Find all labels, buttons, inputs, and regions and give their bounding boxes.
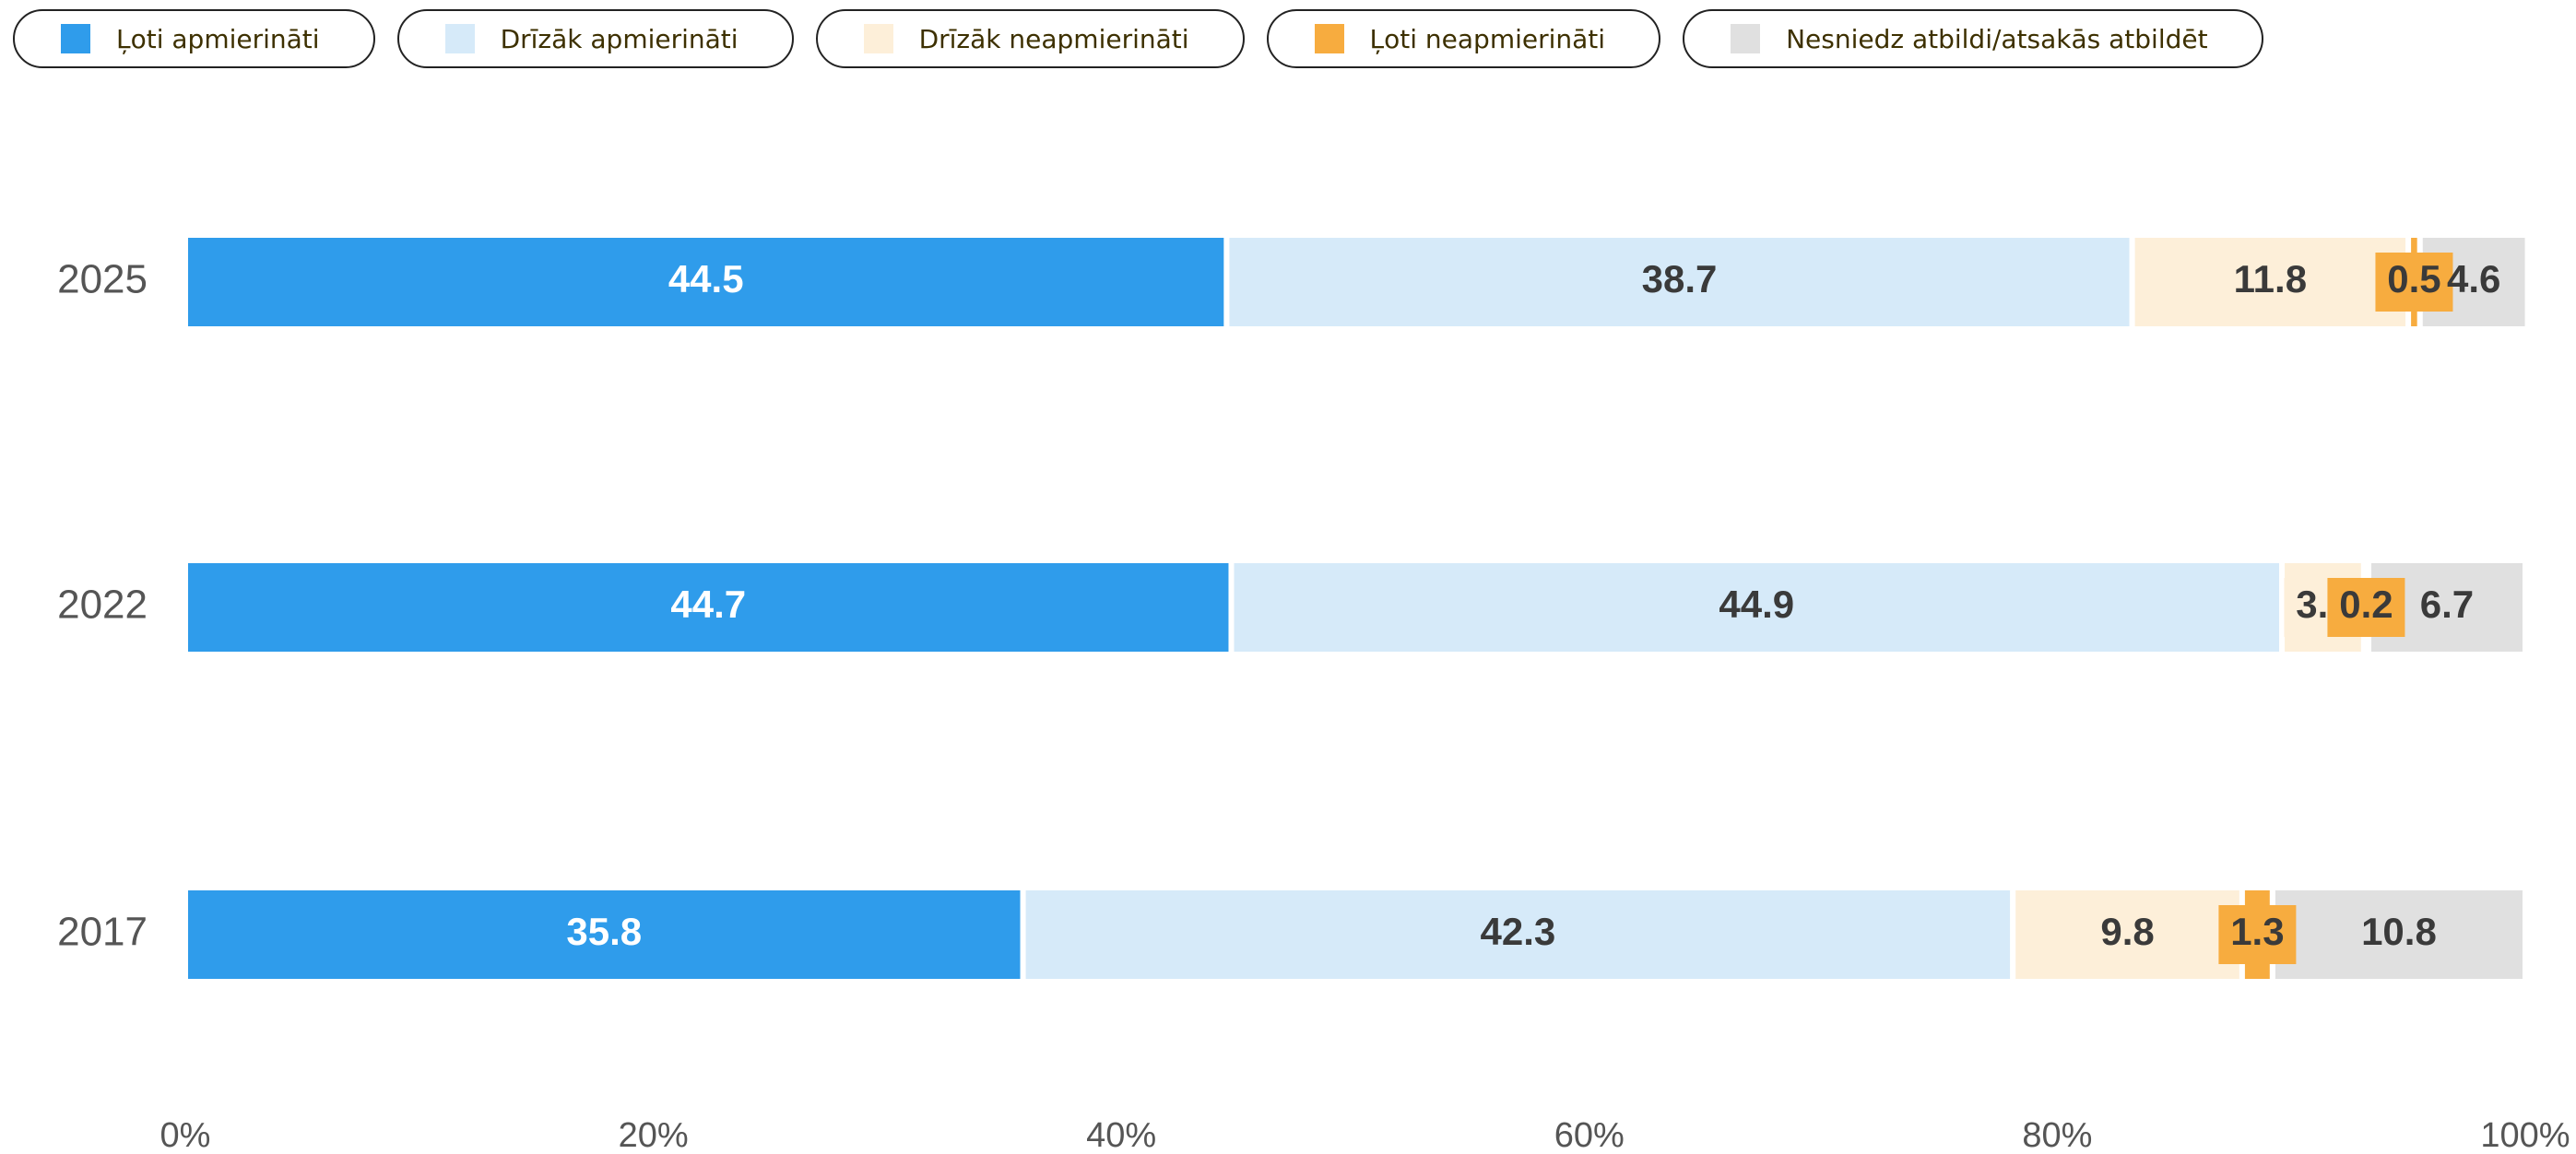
y-tick-label: 2022: [57, 583, 148, 628]
data-label: 44.7: [670, 583, 746, 626]
data-label: 42.3: [1481, 910, 1556, 953]
x-tick-label: 0%: [160, 1116, 211, 1154]
data-label: 44.9: [1719, 583, 1794, 626]
label-background: [2218, 905, 2297, 964]
data-label: 6.7: [2420, 583, 2474, 626]
legend-label: Ļoti apmierināti: [116, 23, 320, 54]
legend-swatch: [863, 24, 893, 53]
legend-item[interactable]: Drīzāk apmierināti: [396, 9, 794, 68]
data-label: 0.2: [2339, 583, 2393, 626]
y-tick-label: 2025: [57, 257, 148, 302]
legend-item[interactable]: Nesniedz atbildi/atsakās atbildēt: [1683, 9, 2263, 68]
legend-swatch: [1314, 24, 1344, 53]
bar-segment: [183, 885, 1026, 984]
y-tick-label: 2017: [57, 910, 148, 955]
x-tick-label: 20%: [619, 1116, 689, 1154]
data-label: 0.5: [2387, 257, 2440, 300]
label-background: [2375, 253, 2453, 312]
x-tick-label: 60%: [1554, 1116, 1625, 1154]
x-tick-label: 80%: [2022, 1116, 2092, 1154]
bar-segment: [2010, 885, 2245, 984]
x-tick-label: 40%: [1086, 1116, 1156, 1154]
data-label: 4.6: [2447, 257, 2500, 300]
label-background: [2327, 578, 2405, 637]
bar-segment: [183, 558, 1235, 657]
bar-segment: [1228, 558, 2286, 657]
legend-label: Ļoti neapmierināti: [1369, 23, 1606, 54]
legend-item[interactable]: Ļoti neapmierināti: [1266, 9, 1661, 68]
legend-label: Drīzāk apmierināti: [500, 23, 739, 54]
data-label: 35.8: [566, 910, 642, 953]
data-label: 10.8: [2361, 910, 2437, 953]
legend-item[interactable]: Ļoti apmierināti: [13, 9, 375, 68]
legend-swatch: [444, 24, 475, 53]
bar-segment: [183, 232, 1230, 332]
x-tick-label: 100%: [2480, 1116, 2570, 1154]
legend-label: Drīzāk neapmierināti: [918, 23, 1189, 54]
legend-swatch: [61, 24, 90, 53]
data-label: 38.7: [1642, 257, 1718, 300]
data-label: 44.5: [668, 257, 744, 300]
legend-label: Nesniedz atbildi/atsakās atbildēt: [1786, 23, 2208, 54]
legend-item[interactable]: Drīzāk neapmierināti: [815, 9, 1245, 68]
bar-segment: [1223, 232, 2135, 332]
data-label: 11.8: [2234, 257, 2307, 300]
data-label: 1.3: [2230, 910, 2284, 953]
legend-swatch: [1731, 24, 1761, 53]
data-label: 9.8: [2100, 910, 2154, 953]
legend: Ļoti apmierināti Drīzāk apmierināti Drīzāk…: [13, 9, 2263, 68]
